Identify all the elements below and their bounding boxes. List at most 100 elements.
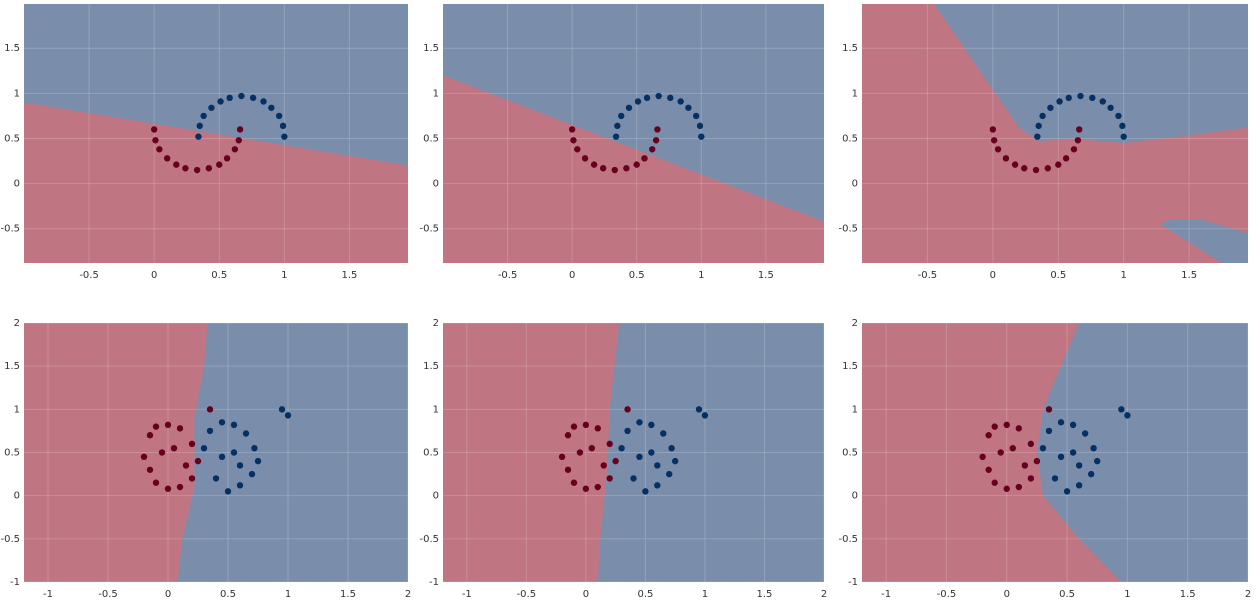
point xyxy=(1120,133,1127,140)
point xyxy=(618,112,625,120)
point xyxy=(985,466,992,473)
point xyxy=(990,137,998,144)
y-tick-label: -1 xyxy=(10,577,20,588)
y-tick-label: 1.5 xyxy=(842,361,858,372)
point xyxy=(692,112,700,120)
point xyxy=(236,126,244,133)
point xyxy=(182,462,190,469)
point xyxy=(193,166,201,174)
point xyxy=(279,122,287,130)
x-tick-label: 0.5 xyxy=(1050,270,1066,281)
point xyxy=(636,419,643,426)
point xyxy=(1002,155,1010,162)
point xyxy=(666,470,673,478)
point xyxy=(164,421,172,429)
x-tick-label: 0 xyxy=(583,589,589,600)
x-tick-label: 0.5 xyxy=(220,589,236,600)
y-tick-label: 0 xyxy=(433,491,439,502)
decision-region xyxy=(862,323,1122,582)
point xyxy=(196,122,203,130)
point xyxy=(158,449,166,456)
point xyxy=(188,475,196,482)
y-tick-label: 0.5 xyxy=(842,448,858,459)
point xyxy=(652,137,660,144)
point xyxy=(1070,146,1078,153)
x-tick-label: 1 xyxy=(281,270,287,281)
y-tick-label: 0.5 xyxy=(423,133,439,144)
point xyxy=(979,453,986,461)
y-tick-label: 1.5 xyxy=(4,43,20,54)
point xyxy=(570,423,578,430)
y-tick-label: 1 xyxy=(14,404,20,415)
x-tick-label: 0 xyxy=(990,270,996,281)
point xyxy=(206,406,214,413)
point xyxy=(236,462,244,469)
point xyxy=(268,104,275,111)
y-tick-label: 0 xyxy=(852,491,858,502)
plot xyxy=(24,4,408,263)
point xyxy=(194,457,202,465)
x-tick-label: 0 xyxy=(165,589,171,600)
point xyxy=(642,488,649,495)
point xyxy=(649,146,656,153)
point xyxy=(230,421,238,429)
x-tick-label: 2 xyxy=(405,589,411,600)
y-tick-label: 1 xyxy=(14,88,20,99)
point xyxy=(200,112,207,120)
x-tick-label: 0.5 xyxy=(211,270,227,281)
point xyxy=(1089,94,1096,102)
point xyxy=(1075,482,1083,489)
x-tick-label: 1 xyxy=(702,589,708,600)
point xyxy=(1047,104,1054,111)
x-tick-label: 0 xyxy=(569,270,575,281)
point xyxy=(574,146,581,153)
point xyxy=(1015,483,1023,491)
y-tick-label: -0.5 xyxy=(0,224,20,235)
point xyxy=(643,94,651,102)
x-tick-label: 2 xyxy=(1245,589,1251,600)
plot xyxy=(862,4,1248,263)
point xyxy=(1069,449,1077,456)
y-tick-label: 1.5 xyxy=(423,361,439,372)
point xyxy=(1045,427,1053,435)
point xyxy=(611,166,618,174)
point xyxy=(176,425,184,432)
point xyxy=(1003,421,1010,429)
point xyxy=(648,421,655,429)
point xyxy=(1033,457,1041,465)
point xyxy=(654,126,661,133)
x-tick-label: 1.5 xyxy=(758,270,774,281)
point xyxy=(612,133,620,140)
point xyxy=(1057,453,1065,461)
point xyxy=(152,479,160,486)
point xyxy=(188,440,196,448)
x-tick-label: 1 xyxy=(285,589,291,600)
point xyxy=(1011,161,1019,168)
point xyxy=(606,440,613,448)
point xyxy=(152,423,160,430)
x-tick-label: 0.5 xyxy=(629,270,645,281)
point xyxy=(200,444,208,452)
point xyxy=(1090,444,1097,452)
point xyxy=(599,165,607,172)
point xyxy=(1039,444,1047,452)
point xyxy=(1065,94,1072,102)
point xyxy=(156,146,163,153)
point xyxy=(671,457,679,465)
point xyxy=(594,483,601,491)
x-tick-label: 1.5 xyxy=(757,589,773,600)
point xyxy=(623,165,630,172)
point xyxy=(152,137,159,144)
x-tick-label: 1 xyxy=(1124,589,1130,600)
point xyxy=(223,155,231,162)
x-tick-label: 1.5 xyxy=(1180,589,1196,600)
y-tick-label: 0.5 xyxy=(4,133,20,144)
y-tick-label: 1 xyxy=(433,404,439,415)
point xyxy=(205,165,213,172)
point xyxy=(284,412,292,419)
y-tick-label: 2 xyxy=(14,318,20,329)
point xyxy=(1056,98,1063,105)
point xyxy=(1045,406,1053,413)
point xyxy=(654,462,661,469)
y-tick-label: 2 xyxy=(433,318,439,329)
